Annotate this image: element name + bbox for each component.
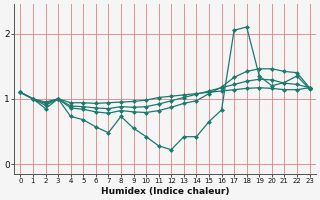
X-axis label: Humidex (Indice chaleur): Humidex (Indice chaleur) [101, 187, 229, 196]
